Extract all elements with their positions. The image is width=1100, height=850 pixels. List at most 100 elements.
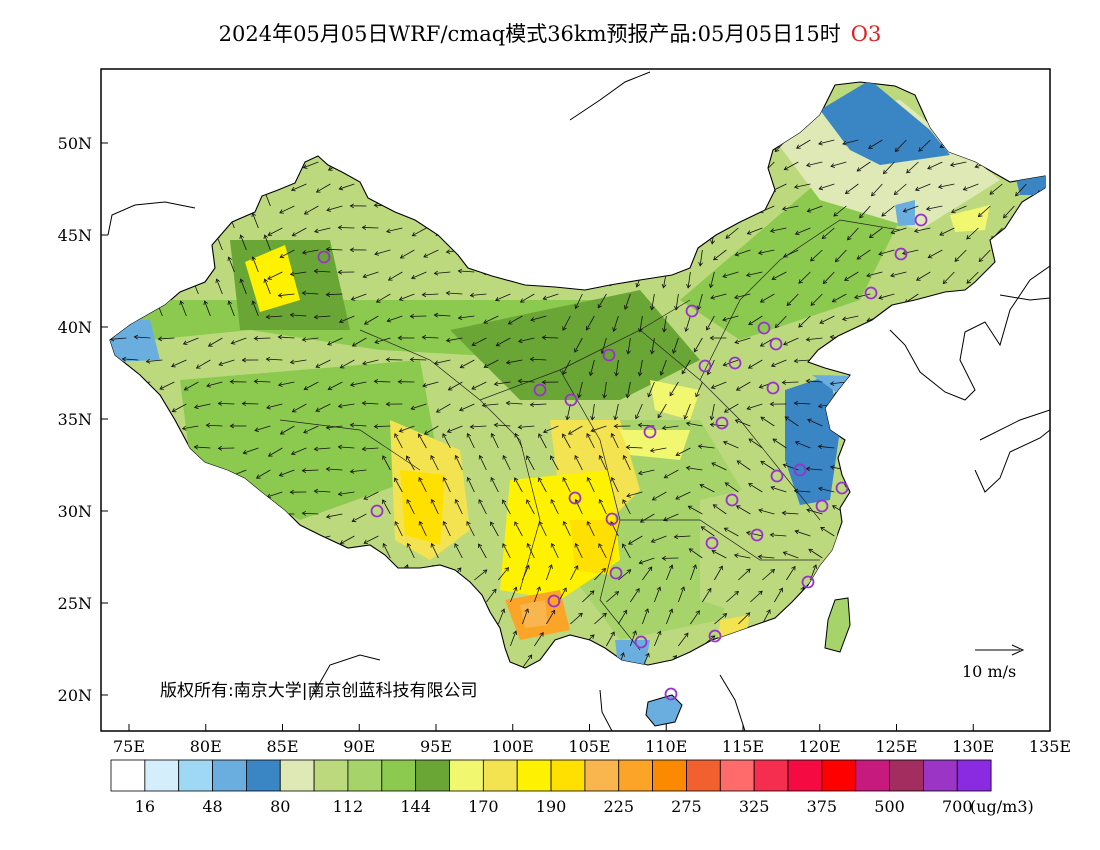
wind-arrowhead <box>820 527 825 532</box>
wind-arrow <box>470 425 487 428</box>
wind-arrow <box>267 227 283 236</box>
wind-arrow <box>252 256 259 273</box>
wind-arrowhead <box>538 433 543 438</box>
lat-label: 30N <box>58 502 92 521</box>
wind-arrow <box>711 403 715 420</box>
wind-arrowhead <box>265 356 271 362</box>
wind-arrowhead <box>459 363 465 369</box>
wind-arrowhead <box>859 213 864 219</box>
wind-arrow <box>736 505 751 515</box>
wind-arrow <box>678 632 689 647</box>
wind-arrow <box>895 139 907 152</box>
wind-arrowhead <box>394 433 399 438</box>
wind-arrowhead <box>574 565 579 570</box>
wind-arrow <box>530 403 547 406</box>
wind-arrowhead <box>406 542 412 548</box>
wind-arrowhead <box>493 381 499 387</box>
wind-arrow <box>509 587 517 603</box>
wind-arrowhead <box>589 590 595 595</box>
city-marker <box>914 213 928 227</box>
wind-arrowhead <box>253 379 259 384</box>
wind-arrow <box>878 249 895 255</box>
wind-arrow <box>382 543 391 559</box>
wind-arrowhead <box>518 338 523 344</box>
wind-arrow <box>772 438 787 449</box>
wind-arrowhead <box>868 144 873 149</box>
wind-arrowhead <box>338 318 344 324</box>
city-marker <box>769 337 783 351</box>
wind-arrowhead <box>490 521 495 527</box>
wind-arrowhead <box>977 212 983 218</box>
wind-arrowhead <box>639 518 645 523</box>
city-marker <box>605 512 619 526</box>
wind-arrowhead <box>622 543 627 549</box>
wind-arrowhead <box>793 400 799 406</box>
wind-arrowhead <box>339 540 345 545</box>
wind-arrowhead <box>644 608 650 613</box>
wind-arrowhead <box>325 292 331 297</box>
wind-arrowhead <box>525 564 530 570</box>
wind-arrow <box>575 499 583 515</box>
wind-arrow <box>394 521 403 537</box>
wind-arrow <box>478 499 487 515</box>
wind-arrow <box>794 402 811 405</box>
wind-arrow <box>400 249 415 259</box>
city-marker <box>317 250 331 264</box>
wind-arrow <box>206 381 223 387</box>
wind-arrow <box>574 455 583 471</box>
wind-arrowhead <box>471 385 476 390</box>
wind-arrowhead <box>242 449 248 455</box>
wind-arrowhead <box>373 202 379 208</box>
wind-arrow <box>279 205 295 214</box>
wind-arrowhead <box>774 323 780 329</box>
wind-arrowhead <box>711 549 717 555</box>
wind-arrow <box>418 477 427 493</box>
wind-arrow <box>362 359 379 365</box>
wind-arrow <box>1062 677 1071 690</box>
wind-arrowhead <box>627 540 633 545</box>
wind-arrow <box>562 359 571 375</box>
wind-arrow <box>304 381 319 390</box>
wind-arrowhead <box>966 279 971 284</box>
wind-arrowhead <box>590 416 595 421</box>
wind-arrowhead <box>239 234 244 240</box>
wind-arrow <box>1050 609 1056 624</box>
wind-arrow <box>653 631 661 647</box>
wind-arrowhead <box>203 300 208 306</box>
wind-arrow <box>794 490 811 493</box>
wind-arrowhead <box>831 298 837 303</box>
wind-arrow <box>842 315 859 320</box>
wind-arrow <box>819 315 835 324</box>
wind-arrow <box>479 455 487 471</box>
city-marker <box>568 491 582 505</box>
wind-arrow <box>410 403 427 410</box>
wind-arrowhead <box>527 654 533 660</box>
wind-arrowhead <box>673 534 679 540</box>
wind-arrow <box>434 314 451 317</box>
wind-arrowhead <box>538 477 543 482</box>
wind-arrowhead <box>517 378 523 384</box>
wind-arrow <box>806 161 823 166</box>
wind-arrow <box>687 271 691 288</box>
wind-arrowhead <box>266 404 271 410</box>
wind-arrowhead <box>512 586 518 592</box>
wind-arrowhead <box>748 320 753 326</box>
wind-arrow <box>570 565 579 581</box>
wind-arrowhead <box>817 444 823 450</box>
wind-arrow <box>350 424 367 427</box>
concentration-zone <box>570 520 620 575</box>
wind-arrow <box>134 336 151 339</box>
wind-arrowhead <box>661 555 667 561</box>
wind-arrow <box>386 227 403 233</box>
wind-arrowhead <box>386 317 392 323</box>
wind-arrow <box>471 337 487 346</box>
wind-arrow <box>928 249 943 258</box>
concentration-zone <box>520 600 548 628</box>
wind-arrowhead <box>902 208 908 213</box>
wind-arrow <box>338 491 355 495</box>
legend-swatch <box>753 759 789 792</box>
wind-arrowhead <box>433 360 439 366</box>
wind-arrowhead <box>794 440 800 446</box>
wind-arrow <box>782 205 799 210</box>
wind-arrowhead <box>784 416 790 421</box>
